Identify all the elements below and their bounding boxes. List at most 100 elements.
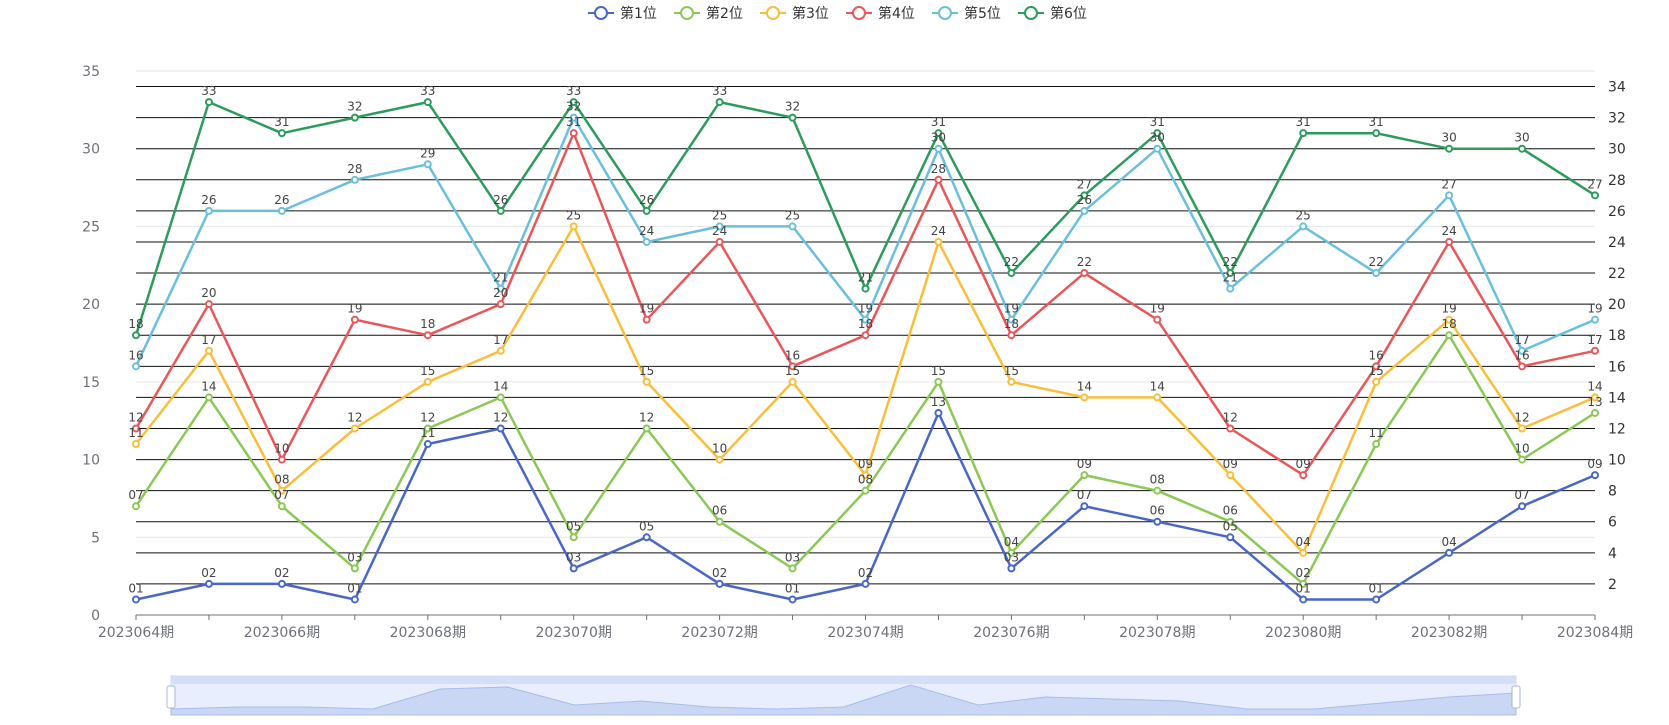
data-point[interactable]	[569, 98, 578, 107]
data-point[interactable]	[642, 206, 651, 215]
data-point[interactable]	[423, 98, 432, 107]
data-point[interactable]	[861, 579, 870, 588]
data-point[interactable]	[569, 113, 578, 122]
data-point[interactable]	[1591, 471, 1599, 480]
data-point[interactable]	[277, 206, 286, 215]
data-point[interactable]	[496, 393, 505, 402]
data-point[interactable]	[934, 408, 943, 417]
data-point[interactable]	[788, 113, 797, 122]
data-point[interactable]	[496, 300, 505, 309]
data-point[interactable]	[496, 346, 505, 355]
data-point[interactable]	[1445, 548, 1454, 557]
data-point[interactable]	[715, 517, 724, 526]
data-point[interactable]	[1226, 269, 1235, 278]
data-point[interactable]	[350, 175, 359, 184]
data-point[interactable]	[1007, 548, 1016, 557]
data-point[interactable]	[1518, 346, 1527, 355]
legend-item-2[interactable]: 第2位	[674, 5, 743, 22]
data-point[interactable]	[1372, 129, 1381, 138]
data-point[interactable]	[1153, 315, 1162, 324]
data-point[interactable]	[715, 237, 724, 246]
data-point[interactable]	[1372, 440, 1381, 449]
data-point[interactable]	[715, 579, 724, 588]
data-point[interactable]	[642, 424, 651, 433]
data-point[interactable]	[1226, 424, 1235, 433]
data-point[interactable]	[277, 502, 286, 511]
datazoom-right-handle[interactable]	[1511, 685, 1521, 709]
data-point[interactable]	[934, 129, 943, 138]
data-point[interactable]	[788, 362, 797, 371]
data-point[interactable]	[642, 377, 651, 386]
data-point[interactable]	[1080, 191, 1089, 200]
data-point[interactable]	[277, 486, 286, 495]
data-point[interactable]	[1445, 237, 1454, 246]
datazoom-left-handle[interactable]	[166, 685, 176, 709]
data-point[interactable]	[861, 331, 870, 340]
data-point[interactable]	[1591, 315, 1599, 324]
data-point[interactable]	[496, 284, 505, 293]
legend-item-6[interactable]: 第6位	[1018, 5, 1087, 22]
data-point[interactable]	[788, 564, 797, 573]
data-point[interactable]	[1226, 533, 1235, 542]
data-point[interactable]	[1153, 393, 1162, 402]
data-point[interactable]	[1080, 206, 1089, 215]
data-point[interactable]	[1299, 222, 1308, 231]
legend-item-1[interactable]: 第1位	[588, 5, 657, 22]
data-point[interactable]	[934, 377, 943, 386]
data-point[interactable]	[1080, 502, 1089, 511]
data-point[interactable]	[204, 300, 213, 309]
data-point[interactable]	[861, 486, 870, 495]
data-point[interactable]	[861, 284, 870, 293]
data-point[interactable]	[1445, 191, 1454, 200]
data-point[interactable]	[132, 424, 140, 433]
data-point[interactable]	[423, 424, 432, 433]
data-point[interactable]	[1591, 408, 1599, 417]
data-point[interactable]	[1518, 362, 1527, 371]
data-point[interactable]	[1080, 269, 1089, 278]
data-point[interactable]	[1226, 284, 1235, 293]
data-point[interactable]	[642, 237, 651, 246]
data-point[interactable]	[1299, 129, 1308, 138]
legend-item-3[interactable]: 第3位	[760, 5, 829, 22]
data-point[interactable]	[642, 315, 651, 324]
data-point[interactable]	[715, 455, 724, 464]
data-point[interactable]	[204, 98, 213, 107]
data-point[interactable]	[1518, 455, 1527, 464]
data-point[interactable]	[423, 377, 432, 386]
data-point[interactable]	[569, 533, 578, 542]
data-point[interactable]	[861, 471, 870, 480]
data-point[interactable]	[1518, 424, 1527, 433]
data-point[interactable]	[715, 98, 724, 107]
data-point[interactable]	[569, 129, 578, 138]
datazoom-move-handle[interactable]	[171, 676, 1516, 684]
data-point[interactable]	[1007, 269, 1016, 278]
data-point[interactable]	[934, 175, 943, 184]
data-point[interactable]	[423, 331, 432, 340]
data-point[interactable]	[1007, 564, 1016, 573]
data-point[interactable]	[1299, 548, 1308, 557]
data-point[interactable]	[1153, 517, 1162, 526]
data-point[interactable]	[1591, 346, 1599, 355]
data-point[interactable]	[132, 331, 140, 340]
data-point[interactable]	[1372, 362, 1381, 371]
data-point[interactable]	[277, 455, 286, 464]
data-point[interactable]	[1372, 377, 1381, 386]
data-point[interactable]	[1153, 486, 1162, 495]
data-point[interactable]	[1153, 129, 1162, 138]
data-point[interactable]	[204, 393, 213, 402]
data-point[interactable]	[496, 424, 505, 433]
data-point[interactable]	[132, 502, 140, 511]
data-point[interactable]	[861, 315, 870, 324]
data-point[interactable]	[1518, 144, 1527, 153]
data-point[interactable]	[277, 129, 286, 138]
data-point[interactable]	[1591, 191, 1599, 200]
data-point[interactable]	[788, 595, 797, 604]
data-point[interactable]	[1445, 331, 1454, 340]
data-point[interactable]	[1372, 269, 1381, 278]
data-point[interactable]	[642, 533, 651, 542]
data-point[interactable]	[423, 160, 432, 169]
data-point[interactable]	[204, 346, 213, 355]
data-point[interactable]	[1372, 595, 1381, 604]
data-point[interactable]	[1299, 595, 1308, 604]
data-point[interactable]	[788, 377, 797, 386]
